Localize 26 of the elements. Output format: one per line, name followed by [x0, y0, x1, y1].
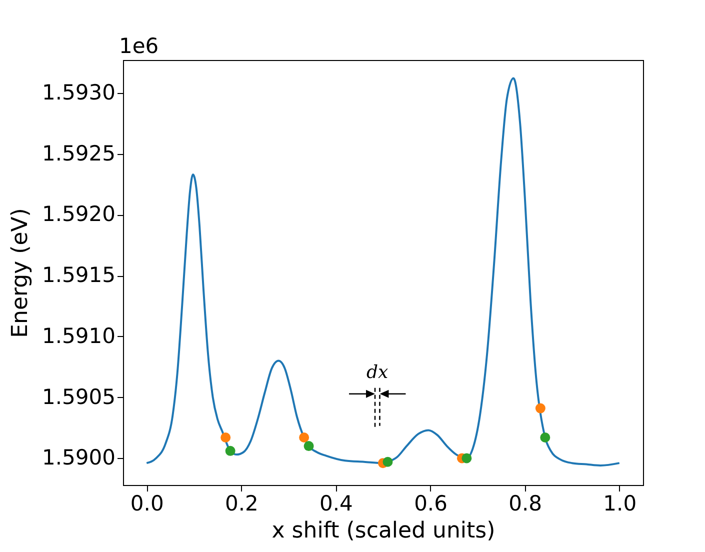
- x-tick-label: 0.0: [130, 492, 164, 516]
- y-tick-label: 1.5920: [42, 202, 116, 226]
- y-tick-label: 1.5930: [42, 80, 116, 104]
- x-tick-label: 0.8: [508, 492, 542, 516]
- x-tick-label: 0.6: [414, 492, 448, 516]
- text: 1e6: [119, 34, 159, 58]
- point: [382, 456, 393, 467]
- x-tick-label: 0.4: [320, 492, 353, 516]
- y-tick-label: 1.5905: [42, 384, 116, 409]
- line-series: [146, 77, 620, 467]
- point: [540, 432, 550, 442]
- x-tick-label: 0.2: [224, 492, 258, 516]
- y-tick-label: 1.5910: [42, 324, 116, 348]
- x-axis-title: x shift (scaled units): [272, 518, 496, 544]
- point: [220, 432, 231, 442]
- point: [299, 432, 310, 442]
- annotation: dx: [366, 362, 388, 383]
- point: [225, 446, 236, 456]
- point: [304, 441, 314, 452]
- point: [462, 453, 472, 464]
- y-tick-label: 1.5925: [42, 141, 116, 166]
- y-tick-label: 1.5900: [42, 446, 116, 470]
- y-axis-title: Energy (eV): [8, 208, 34, 338]
- y-tick-label: 1.5915: [42, 263, 116, 288]
- point: [535, 403, 546, 414]
- x-tick-label: 1.0: [603, 492, 637, 516]
